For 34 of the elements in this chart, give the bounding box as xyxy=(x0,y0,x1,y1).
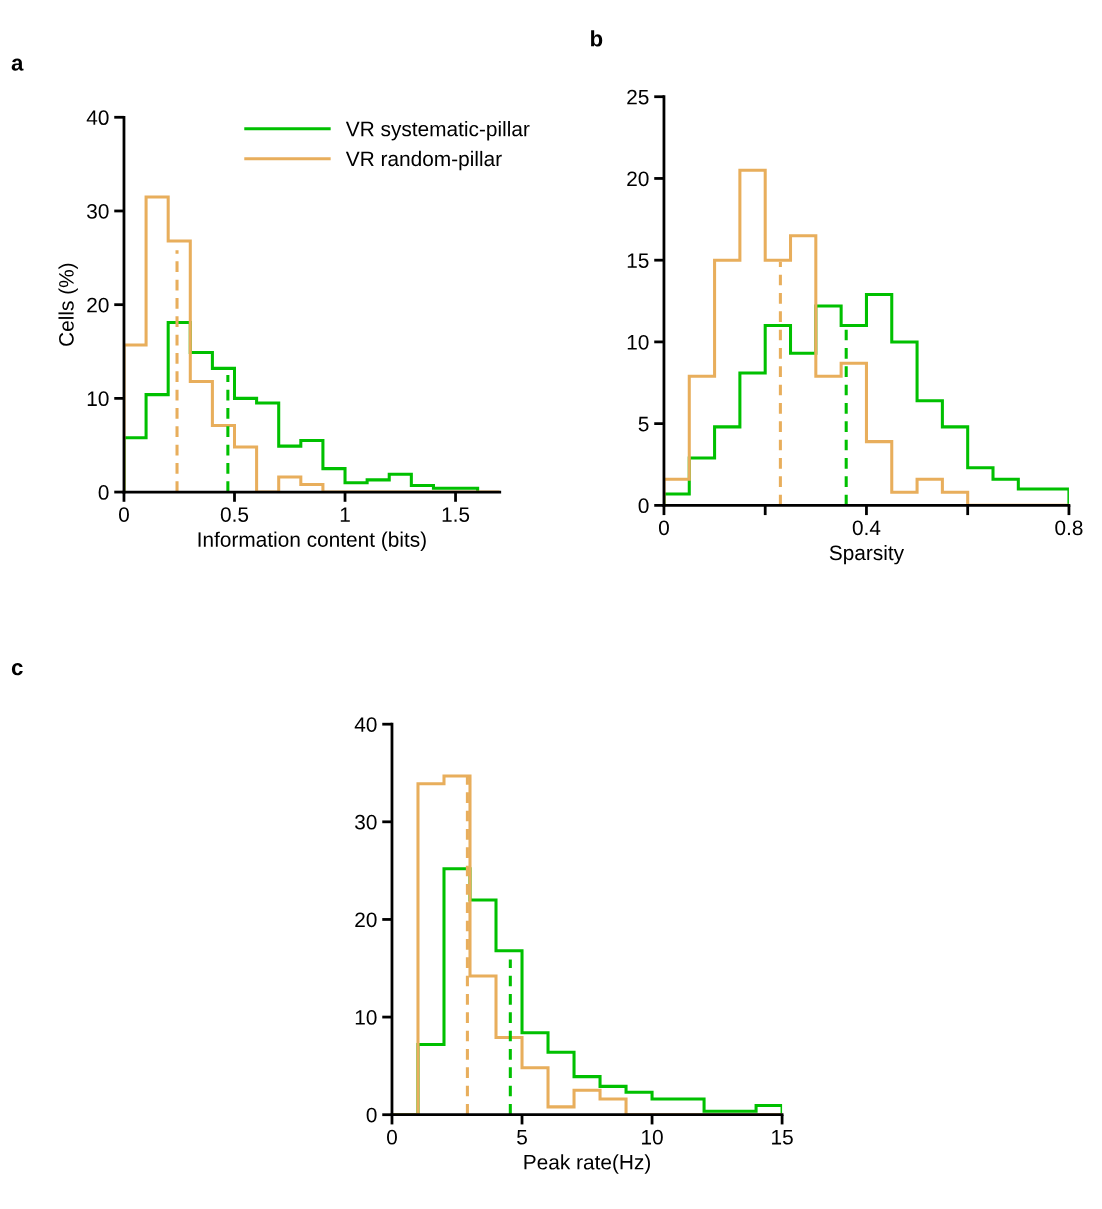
y-tick-label: 15 xyxy=(627,253,649,268)
legend-label: VR systematic-pillar xyxy=(345,121,530,141)
y-tick-label: 0 xyxy=(98,485,109,500)
x-tick-label: 0.4 xyxy=(852,520,881,536)
x-axis-title: Peak rate(Hz) xyxy=(524,1154,650,1174)
x-axis-title: Sparsity xyxy=(829,544,905,565)
y-tick-label: 25 xyxy=(627,89,649,105)
x-tick-label: 1 xyxy=(340,507,350,522)
y-tick-label: 5 xyxy=(638,416,649,432)
y-tick-label: 40 xyxy=(86,110,109,126)
y-tick-label: 20 xyxy=(355,912,377,928)
text: b xyxy=(591,30,603,47)
x-tick-label: 0.5 xyxy=(220,507,249,522)
x-tick-label: 15 xyxy=(772,1130,793,1145)
y-tick-label: 30 xyxy=(355,814,377,830)
y-tick-label: 10 xyxy=(355,1010,377,1025)
y-tick-label: 30 xyxy=(87,203,109,219)
text: c xyxy=(11,663,23,676)
legend-label: VR random-pillar xyxy=(345,150,502,171)
x-tick-label: 0 xyxy=(658,520,669,536)
y-tick-label: 10 xyxy=(627,334,649,350)
y-tick-label: 0 xyxy=(366,1107,377,1123)
x-tick-label: 0 xyxy=(387,1129,397,1145)
y-tick-label: 40 xyxy=(354,717,377,732)
x-axis-title: Information content (bits) xyxy=(198,531,426,552)
y-axis-title: Cells (%) xyxy=(58,263,78,346)
x-tick-label: 5 xyxy=(517,1130,527,1145)
y-tick-label: 10 xyxy=(87,391,109,407)
x-tick-label: 1.5 xyxy=(442,507,470,522)
y-tick-label: 20 xyxy=(627,171,649,187)
text: a xyxy=(11,58,24,71)
x-tick-label: 0 xyxy=(119,507,129,522)
x-tick-label: 0.8 xyxy=(1055,520,1083,536)
y-tick-label: 20 xyxy=(87,297,109,313)
